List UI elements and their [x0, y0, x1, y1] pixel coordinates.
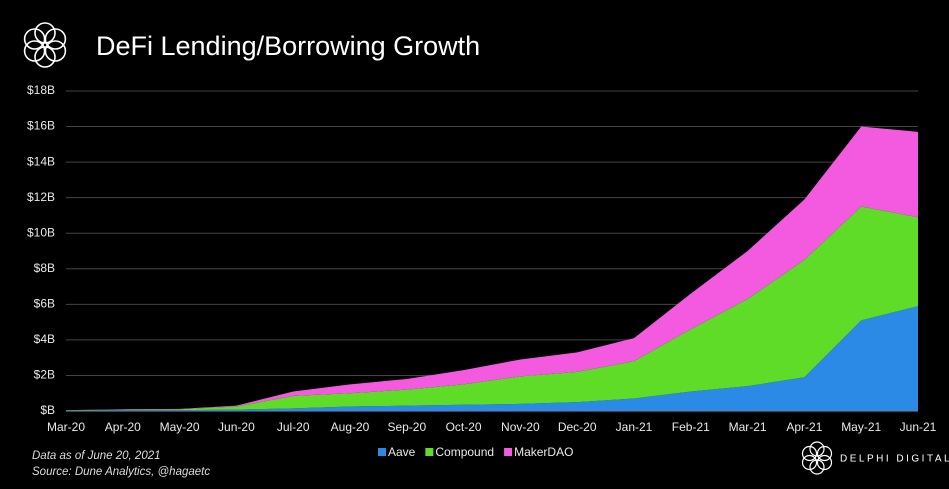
x-tick-label: Dec-20	[558, 420, 597, 434]
note: Data as of June 20, 2021	[32, 450, 161, 462]
x-tick-label: May-21	[841, 420, 881, 434]
brand: DELPHI DIGITAL	[840, 454, 949, 465]
area	[66, 206, 918, 411]
x-tick-label: Apr-20	[105, 420, 141, 434]
x-tick-label: Oct-20	[446, 420, 482, 434]
legend-swatch	[378, 448, 386, 456]
x-tick-label: Apr-21	[786, 420, 822, 434]
note: Source: Dune Analytics, @hagaetc	[32, 466, 210, 478]
x-tick-label: Jan-21	[616, 420, 653, 434]
chart-title: DeFi Lending/Borrowing Growth	[96, 31, 480, 61]
logo	[23, 22, 67, 68]
y-tick-label: $14B	[27, 154, 55, 168]
x-tick-label: Feb-21	[672, 420, 710, 434]
y-tick-label: $12B	[27, 190, 55, 204]
y-tick-label: $18B	[27, 83, 55, 97]
x-tick-label: Sep-20	[387, 420, 426, 434]
x-tick-label: Jun-20	[218, 420, 255, 434]
x-tick-label: Mar-20	[47, 420, 85, 434]
y-tick-label: $6B	[34, 297, 55, 311]
y-tick-label: $B	[40, 403, 55, 417]
x-tick-label: Nov-20	[501, 420, 540, 434]
legend-label: Aave	[388, 445, 416, 459]
area	[66, 126, 918, 411]
area	[66, 306, 918, 411]
plot	[66, 90, 918, 412]
x-tick-label: Mar-21	[729, 420, 767, 434]
y-tick-label: $10B	[27, 225, 55, 239]
legend-label: MakerDAO	[514, 445, 573, 459]
legend-swatch	[425, 448, 434, 456]
x-tick-label: Jul-20	[277, 420, 310, 434]
y-tick-label: $16B	[27, 119, 55, 133]
legend-swatch	[504, 448, 513, 456]
brand-logo	[801, 441, 833, 475]
x-tick-label: Aug-20	[331, 420, 370, 434]
y-tick-label: $2B	[34, 368, 55, 382]
legend-label: Compound	[435, 445, 494, 459]
x-tick-label: Jun-21	[900, 420, 937, 434]
x-tick-label: May-20	[160, 420, 200, 434]
y-tick-label: $4B	[34, 332, 55, 346]
y-tick-label: $8B	[34, 261, 55, 275]
